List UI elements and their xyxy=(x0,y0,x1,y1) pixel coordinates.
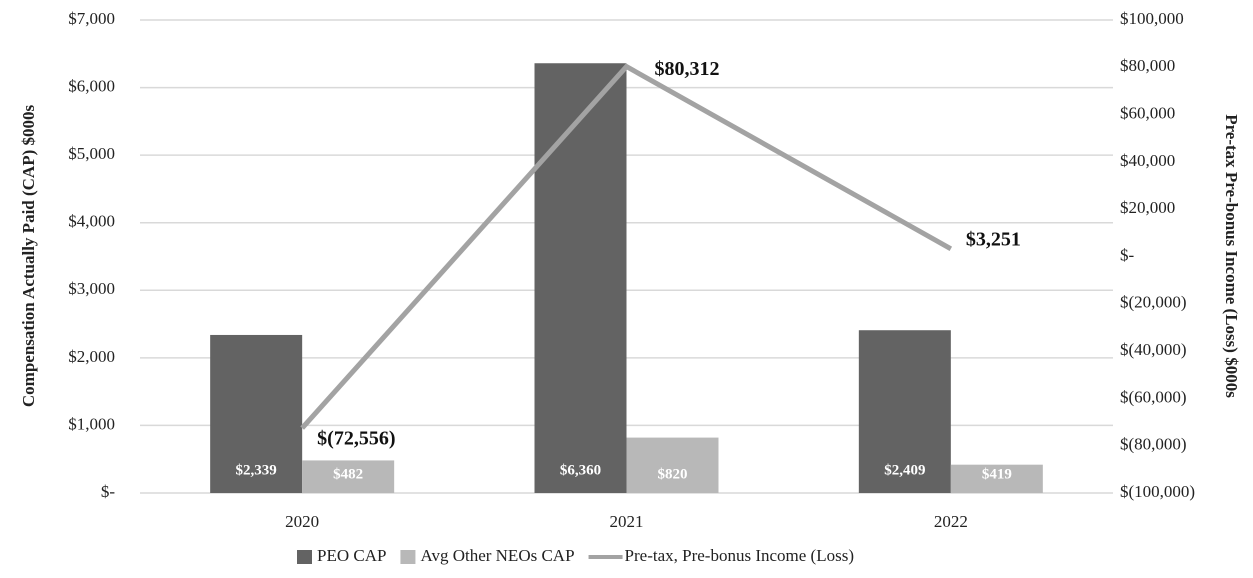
bar xyxy=(210,334,303,493)
y2-axis-title: Pre-tax Pre-bonus Income (Loss) $000s xyxy=(1222,114,1241,398)
legend-swatch xyxy=(297,550,312,564)
y2-tick-label: $100,000 xyxy=(1120,9,1184,28)
y2-tick-label: $(80,000) xyxy=(1120,435,1187,454)
y2-tick-label: $(100,000) xyxy=(1120,482,1195,501)
y2-tick-label: $(20,000) xyxy=(1120,293,1187,312)
bar xyxy=(626,437,719,493)
line-label: $80,312 xyxy=(655,58,720,80)
legend-label: Avg Other NEOs CAP xyxy=(420,546,574,565)
y2-tick-label: $80,000 xyxy=(1120,56,1175,75)
x-tick-label: 2022 xyxy=(934,512,968,531)
y2-tick-label: $40,000 xyxy=(1120,151,1175,170)
y-tick-label: $7,000 xyxy=(68,9,115,28)
bar-label: $820 xyxy=(658,466,688,482)
y-tick-label: $4,000 xyxy=(68,212,115,231)
legend-swatch xyxy=(400,550,416,564)
bar-label: $419 xyxy=(982,466,1012,482)
line-label: $(72,556) xyxy=(317,428,395,450)
y2-tick-label: $- xyxy=(1120,245,1135,264)
legend-label: PEO CAP xyxy=(317,546,386,565)
x-tick-label: 2020 xyxy=(285,512,319,531)
bar-label: $2,409 xyxy=(884,462,925,478)
y2-tick-label: $(60,000) xyxy=(1120,387,1187,406)
bar xyxy=(950,464,1043,493)
bar xyxy=(534,63,627,493)
x-tick-label: 2021 xyxy=(610,512,644,531)
y-axis-title: Compensation Actually Paid (CAP) $000s xyxy=(19,105,38,408)
y-tick-label: $5,000 xyxy=(68,144,115,163)
y-tick-label: $1,000 xyxy=(68,414,115,433)
line xyxy=(300,63,953,430)
y2-tick-label: $20,000 xyxy=(1120,198,1175,217)
bar xyxy=(858,330,951,493)
y-tick-label: $3,000 xyxy=(68,279,115,298)
y-tick-label: $6,000 xyxy=(68,76,115,95)
y2-tick-label: $(40,000) xyxy=(1120,340,1187,359)
bar-label: $2,339 xyxy=(236,462,277,478)
legend-label: Pre-tax, Pre-bonus Income (Loss) xyxy=(625,546,854,565)
bar xyxy=(302,460,395,493)
line-label: $3,251 xyxy=(966,228,1021,250)
y-tick-label: $2,000 xyxy=(68,347,115,366)
bar-label: $6,360 xyxy=(560,462,601,478)
bar-label: $482 xyxy=(333,466,363,482)
y2-tick-label: $60,000 xyxy=(1120,104,1175,123)
y-tick-label: $- xyxy=(101,482,116,501)
